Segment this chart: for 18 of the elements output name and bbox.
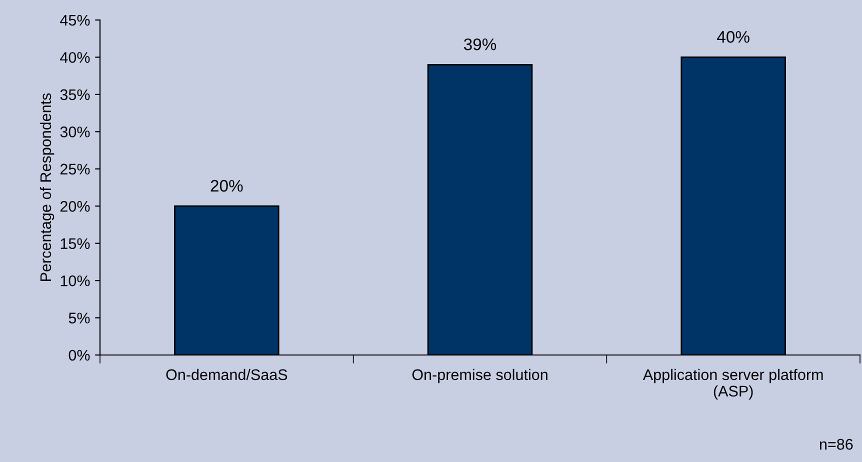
- y-tick-label: 15%: [60, 238, 90, 250]
- y-tick-label: 5%: [68, 312, 90, 324]
- data-label: 40%: [717, 31, 750, 43]
- y-tick-label: 10%: [60, 275, 90, 286]
- y-axis-title: Percentage of Respondents: [40, 93, 54, 281]
- y-tick-label: 30%: [60, 126, 90, 138]
- data-label: 20%: [210, 180, 243, 192]
- y-tick-label: 35%: [60, 89, 90, 100]
- x-tick-label: Application server platform (ASP): [642, 368, 823, 400]
- y-tick-label: 20%: [60, 200, 90, 212]
- data-label: 39%: [464, 38, 496, 50]
- y-tick-label: 0%: [68, 350, 90, 361]
- text: n=86: [820, 438, 853, 450]
- y-tick-label: 40%: [60, 52, 90, 63]
- y-tick-label: 45%: [60, 14, 90, 26]
- x-tick-label: On-demand/SaaS: [166, 368, 288, 380]
- y-tick-label: 25%: [60, 164, 90, 175]
- x-tick-label: On-premise solution: [412, 368, 548, 384]
